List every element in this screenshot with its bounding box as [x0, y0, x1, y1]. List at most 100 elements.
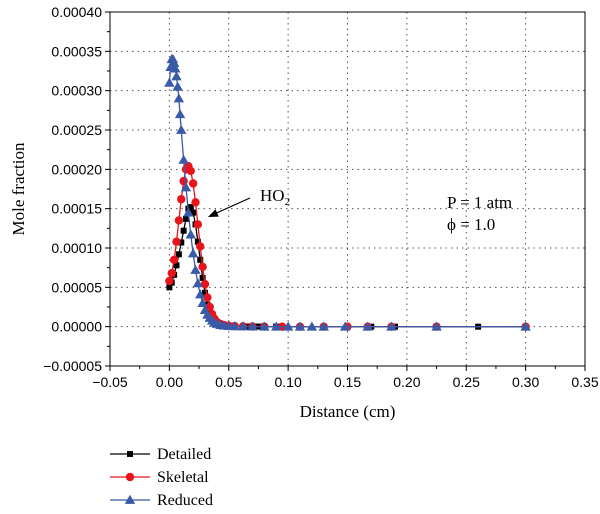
reduced-point: [247, 321, 258, 331]
x-tick-label: 0.15: [334, 374, 361, 390]
skeletal-point: [198, 262, 207, 272]
reduced-point: [185, 229, 196, 239]
reduced-point: [318, 321, 329, 331]
y-tick-label: 0.00005: [51, 279, 102, 295]
reduced-point: [195, 289, 206, 299]
pressure-annotation: P = 1 atm: [447, 193, 512, 212]
skeletal-point: [174, 216, 184, 225]
reduced-point: [520, 321, 531, 331]
detailed-point: [175, 251, 182, 258]
legend-label-skeletal: Skeletal: [157, 469, 209, 486]
x-tick-label: 0.30: [512, 374, 539, 390]
skeletal-point: [172, 237, 181, 246]
y-tick-label: −0.00005: [43, 358, 102, 374]
ticks-layer: −0.05 0.00 0.05 0.10 0.15 0.20 0.25 0.30 0.35 −0.…: [43, 4, 599, 390]
detailed-point: [197, 256, 204, 263]
reduced-point: [174, 109, 186, 119]
series-layer: [164, 54, 531, 331]
reduced-point: [187, 248, 199, 258]
reduced-point: [197, 297, 208, 307]
detailed-point: [190, 209, 197, 216]
x-tick-label: 0.00: [156, 374, 183, 390]
reduced-point: [178, 154, 189, 164]
skeletal-point: [188, 179, 198, 188]
reduced-point: [271, 321, 282, 331]
legend-label-detailed: Detailed: [157, 446, 211, 463]
legend-item-detailed: Detailed: [110, 446, 211, 463]
y-tick-label: 0.00040: [51, 4, 102, 20]
reduced-point: [362, 321, 373, 331]
x-tick-label: −0.05: [92, 374, 128, 390]
skeletal-point: [205, 302, 214, 312]
legend-marker-skeletal: [125, 472, 135, 482]
skeletal-point: [177, 195, 186, 204]
skeletal-point: [200, 279, 210, 289]
detailed-point: [202, 289, 208, 296]
skeletal-line: [168, 164, 526, 328]
ho2-arrow: [211, 197, 251, 216]
x-tick-label: 0.25: [453, 374, 480, 390]
y-tick-label: 0.00020: [51, 161, 102, 177]
skeletal-point: [169, 255, 179, 264]
detailed-point: [199, 274, 206, 281]
reduced-point: [294, 321, 306, 331]
reduced-point: [192, 278, 204, 288]
detailed-point: [166, 284, 173, 291]
reduced-point: [172, 81, 183, 91]
skeletal-point: [167, 268, 176, 278]
y-tick-label: 0.00025: [51, 122, 102, 138]
phi-annotation: ϕ = 1.0: [447, 215, 495, 234]
legend: Detailed Skeletal Reduced: [110, 446, 213, 509]
reduced-point: [259, 321, 270, 331]
legend-item-skeletal: Skeletal: [110, 469, 209, 486]
ho2-subscript: 2: [285, 196, 291, 208]
y-tick-label: 0.00035: [51, 43, 102, 59]
reduced-point: [171, 71, 182, 81]
skeletal-series: [165, 161, 530, 331]
reduced-point: [164, 77, 175, 87]
reduced-point: [176, 124, 187, 134]
legend-marker-reduced: [124, 494, 136, 504]
skeletal-point: [203, 293, 212, 302]
ho2-label: HO2: [260, 186, 290, 208]
skeletal-point: [191, 198, 200, 207]
legend-label-reduced: Reduced: [157, 492, 213, 509]
ho2-arrowhead: [208, 209, 219, 217]
reduced-point: [170, 63, 181, 73]
y-tick-label: 0.00010: [51, 240, 102, 256]
skeletal-point: [196, 242, 205, 251]
detailed-point: [180, 227, 187, 234]
reduced-point: [339, 321, 351, 331]
reduced-point: [282, 321, 294, 331]
x-tick-label: 0.05: [215, 374, 242, 390]
reduced-point: [431, 321, 442, 331]
y-tick-label: 0.00015: [51, 201, 102, 217]
detailed-point: [187, 204, 194, 211]
skeletal-point: [193, 220, 203, 229]
legend-marker-detailed: [127, 451, 133, 457]
reduced-point: [386, 321, 397, 331]
detailed-point: [173, 262, 180, 269]
detailed-point: [194, 238, 201, 245]
x-axis-title: Distance (cm): [300, 402, 396, 421]
reduced-point: [190, 264, 201, 274]
detailed-point: [183, 215, 189, 222]
reduced-point: [173, 93, 185, 103]
reduced-series: [164, 54, 531, 331]
reduced-point: [229, 321, 240, 331]
y-tick-label: 0.00030: [51, 83, 102, 99]
ho2-annotation: HO2: [208, 186, 290, 217]
ho2-species: HO: [260, 186, 285, 205]
y-tick-label: 0.00000: [51, 319, 102, 335]
reduced-point: [237, 321, 249, 331]
grid: [110, 12, 585, 366]
x-tick-label: 0.35: [571, 374, 598, 390]
reduced-point: [180, 182, 192, 192]
reduced-point: [183, 207, 194, 217]
x-tick-label: 0.10: [275, 374, 302, 390]
y-axis-title: Mole fraction: [9, 142, 28, 235]
reduced-point: [168, 57, 180, 68]
reduced-point: [306, 321, 318, 331]
skeletal-point: [165, 276, 174, 286]
